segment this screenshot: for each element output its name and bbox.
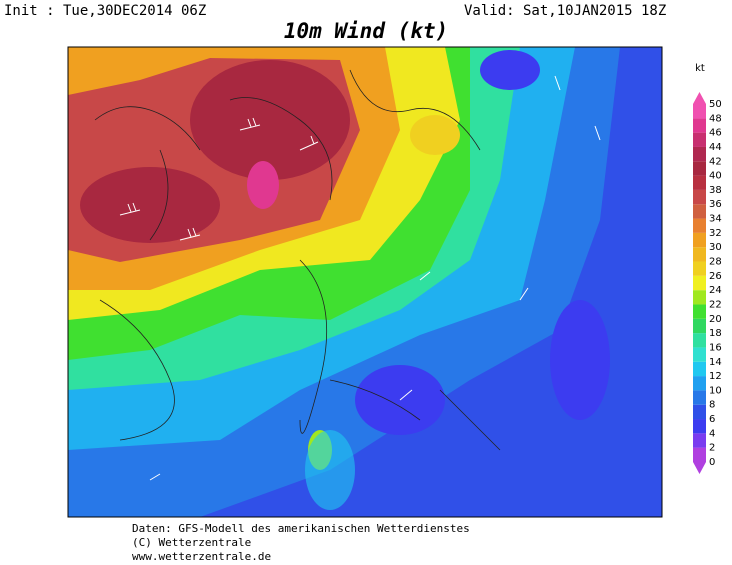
colorbar-swatch	[693, 390, 706, 405]
colorbar-label: 50	[709, 99, 722, 110]
colorbar-label: 20	[709, 314, 722, 325]
colorbar-label: 48	[709, 113, 722, 124]
colorbar-label: 38	[709, 185, 722, 196]
colorbar-swatch	[693, 189, 706, 205]
colorbar-label: 40	[709, 171, 722, 182]
colorbar-swatch	[693, 232, 706, 248]
colorbar-label: 8	[709, 400, 715, 411]
colorbar-label: 42	[709, 156, 722, 167]
colorbar-unit: kt	[695, 63, 705, 74]
colorbar-label: 2	[709, 443, 715, 454]
colorbar-label: 30	[709, 242, 722, 253]
valid-time: Valid: Sat,10JAN2015 18Z	[464, 3, 666, 19]
colorbar-label: 14	[709, 357, 722, 368]
colorbar-swatch	[693, 261, 706, 276]
wind-field	[68, 47, 662, 517]
colorbar-label: 26	[709, 271, 722, 282]
colorbar-swatch	[693, 290, 706, 305]
colorbar-swatch	[693, 218, 706, 233]
colorbar-swatch	[693, 118, 706, 133]
colorbar-label: 6	[709, 414, 715, 425]
colorbar-swatch	[693, 146, 706, 162]
colorbar-label: 46	[709, 128, 722, 139]
colorbar-label: 12	[709, 371, 722, 382]
map-title: 10m Wind (kt)	[284, 19, 448, 43]
colorbar-swatch	[693, 433, 706, 448]
footer-line: (C) Wetterzentrale	[132, 536, 251, 549]
colorbar-swatch	[693, 447, 706, 474]
colorbar-swatch	[693, 419, 706, 434]
colorbar-swatch	[693, 132, 706, 147]
colorbar-swatch	[693, 175, 706, 190]
colorbar-label: 44	[709, 142, 722, 153]
colorbar-swatch	[693, 304, 706, 319]
colorbar-label: 4	[709, 428, 715, 439]
colorbar-label: 18	[709, 328, 722, 339]
colorbar-swatch	[693, 161, 706, 176]
colorbar-label: 28	[709, 257, 722, 268]
colorbar: 0246810121416182022242628303234363840424…	[693, 92, 722, 474]
footer-line: www.wetterzentrale.de	[132, 550, 271, 563]
colorbar-label: 24	[709, 285, 722, 296]
colorbar-swatch	[693, 204, 706, 219]
colorbar-label: 16	[709, 342, 722, 353]
colorbar-label: 10	[709, 385, 722, 396]
colorbar-label: 0	[709, 457, 715, 468]
colorbar-swatch	[693, 361, 706, 377]
init-time: Init : Tue,30DEC2014 06Z	[4, 3, 206, 19]
colorbar-swatch	[693, 376, 706, 391]
footer-line: Daten: GFS-Modell des amerikanischen Wet…	[132, 522, 470, 535]
colorbar-swatch	[693, 92, 706, 119]
colorbar-swatch	[693, 275, 706, 291]
colorbar-label: 32	[709, 228, 722, 239]
colorbar-label: 22	[709, 299, 722, 310]
colorbar-label: 34	[709, 214, 722, 225]
colorbar-swatch	[693, 333, 706, 348]
colorbar-swatch	[693, 247, 706, 262]
colorbar-swatch	[693, 347, 706, 362]
colorbar-swatch	[693, 404, 706, 420]
colorbar-label: 36	[709, 199, 722, 210]
colorbar-swatch	[693, 318, 706, 334]
map-frame	[67, 46, 663, 518]
